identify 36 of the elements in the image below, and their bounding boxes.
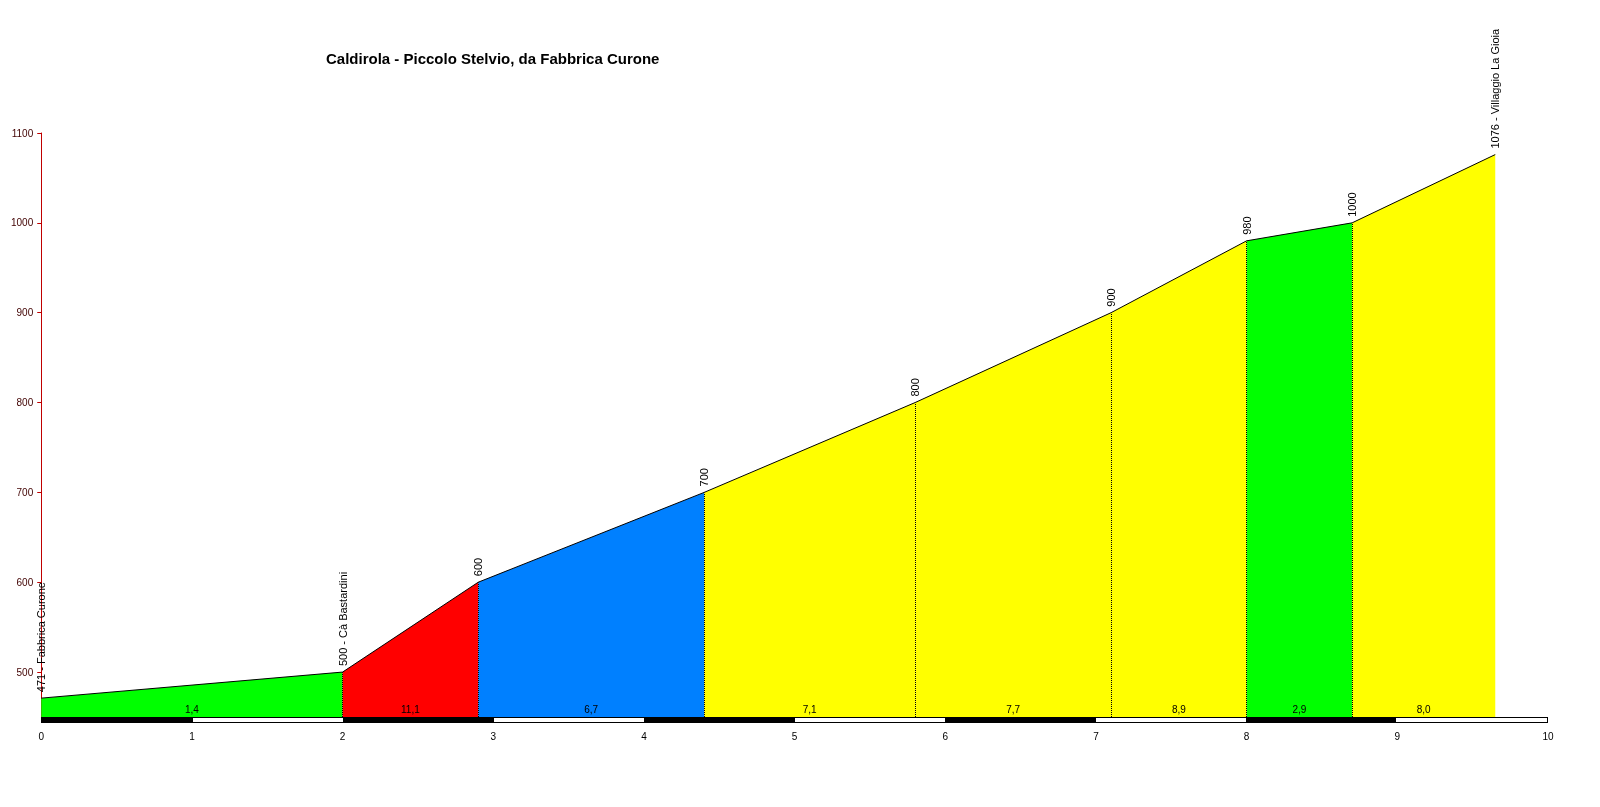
annotation: 8,0 — [1416, 703, 1432, 715]
x-tick-label: 0 — [38, 730, 45, 742]
annotation: 2,9 — [1292, 703, 1307, 715]
data-label: 980 — [1240, 216, 1253, 235]
y-tick-label: 1000 — [11, 217, 34, 229]
y-tick-label: 500 — [16, 666, 34, 678]
annotation: 8,9 — [1171, 703, 1187, 715]
annotation: 11,1 — [401, 703, 421, 715]
x-tick-label: 7 — [1093, 730, 1100, 742]
data-label: 1000 — [1346, 192, 1359, 217]
data-label: 500 - Cà Bastardini — [336, 571, 349, 667]
y-tick-label: 1100 — [11, 127, 34, 139]
x-tick-label: 5 — [791, 730, 798, 742]
x-tick-label: 1 — [189, 730, 196, 742]
data-label: 600 — [472, 557, 485, 577]
data-label: 471 - Fabbrica Curone — [35, 582, 48, 693]
x-tick-label: 4 — [641, 730, 648, 742]
y-tick-label: 900 — [16, 307, 34, 319]
x-tick-label: 2 — [339, 730, 346, 742]
annotation: 7,1 — [802, 703, 818, 715]
annotation: 7,7 — [1006, 703, 1021, 715]
y-tick-label: 800 — [16, 397, 34, 409]
x-tick-label: 10 — [1542, 730, 1554, 742]
data-label: 1076 - Villaggio La Gioia — [1489, 28, 1502, 149]
annotation: 1,4 — [184, 703, 200, 715]
y-tick-label: 600 — [16, 576, 34, 588]
data-label: 900 — [1105, 288, 1118, 307]
x-tick-label: 8 — [1243, 730, 1250, 742]
x-tick-label: 9 — [1394, 730, 1401, 742]
x-tick-label: 6 — [942, 730, 949, 742]
data-label: 800 — [909, 378, 922, 397]
x-tick-label: 3 — [490, 730, 497, 742]
y-tick-label: 700 — [16, 486, 34, 498]
annotation: 6,7 — [584, 703, 599, 715]
chart-title: Caldirola - Piccolo Stelvio, da Fabbrica Curone — [326, 50, 660, 67]
data-label: 700 — [698, 468, 711, 487]
